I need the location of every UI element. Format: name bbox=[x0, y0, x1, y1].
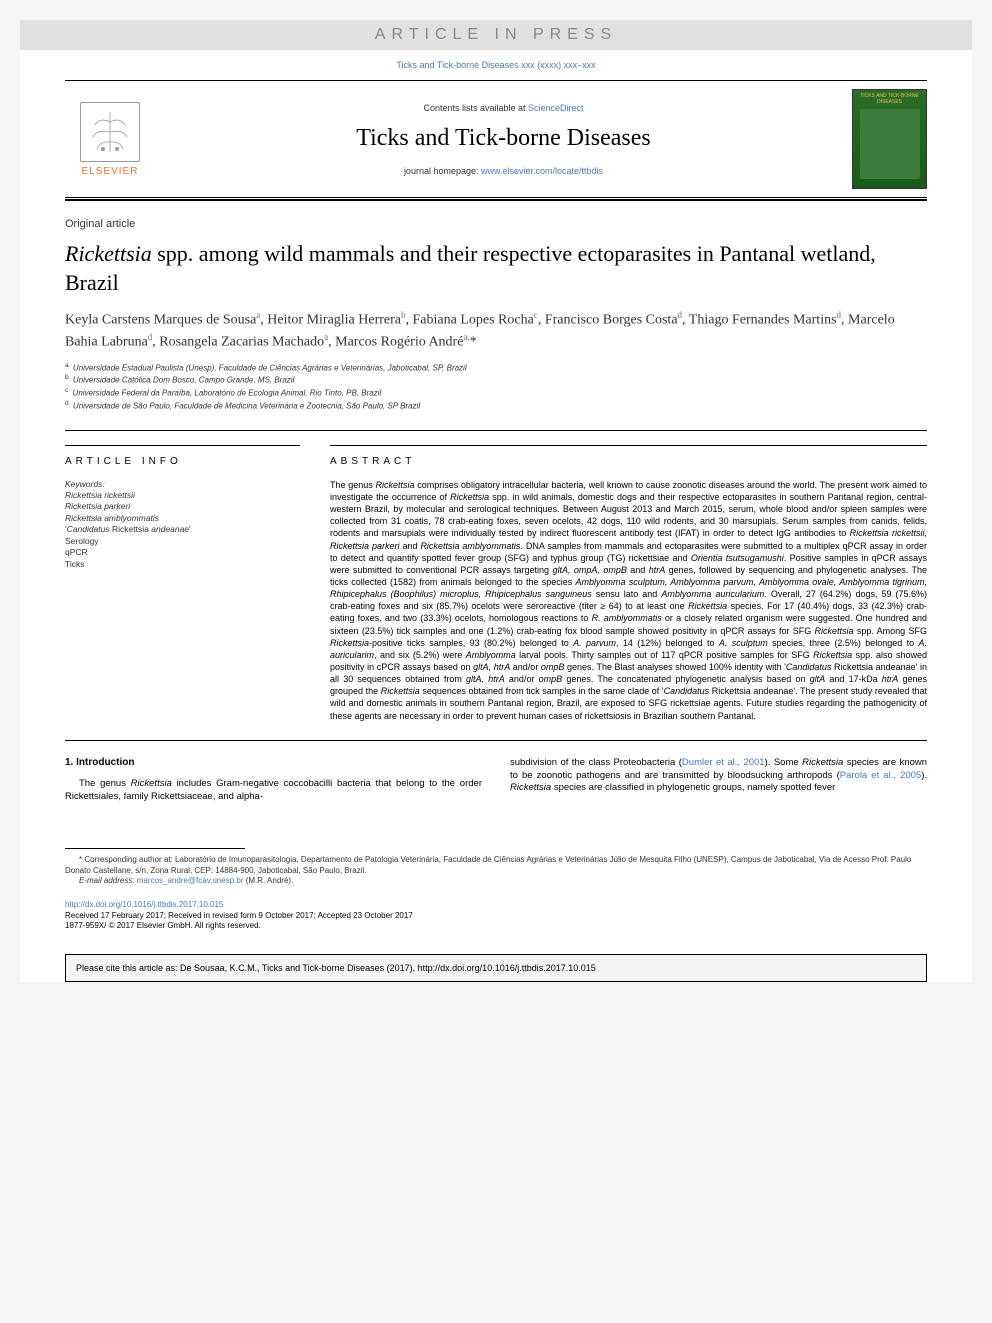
divider-bottom bbox=[65, 740, 927, 741]
elsevier-logo: ELSEVIER bbox=[65, 92, 155, 187]
article-title: Rickettsia spp. among wild mammals and t… bbox=[65, 240, 927, 297]
authors-list: Keyla Carstens Marques de Sousaa, Heitor… bbox=[65, 309, 927, 352]
affiliation-c: c Universidade Federal da Paraíba, Labor… bbox=[65, 386, 927, 399]
cover-title: TICKS AND TICK-BORNE DISEASES bbox=[857, 94, 922, 105]
journal-title: Ticks and Tick-borne Diseases bbox=[155, 125, 852, 152]
divider-top bbox=[65, 430, 927, 431]
received-line: Received 17 February 2017; Received in r… bbox=[65, 911, 413, 920]
keyword: Rickettsia parkeri bbox=[65, 501, 300, 512]
intro-p1: The genus Rickettsia includes Gram-negat… bbox=[65, 778, 482, 804]
copyright-line: 1877-959X/ © 2017 Elsevier GmbH. All rig… bbox=[65, 921, 261, 930]
keyword: Serology bbox=[65, 536, 300, 547]
journal-center: Contents lists available at ScienceDirec… bbox=[155, 103, 852, 176]
keywords-label: Keywords: bbox=[65, 479, 300, 489]
keywords-list: Rickettsia rickettsii Rickettsia parkeri… bbox=[65, 490, 300, 570]
elsevier-text: ELSEVIER bbox=[82, 166, 139, 177]
keyword: Rickettsia rickettsii bbox=[65, 490, 300, 501]
sciencedirect-link[interactable]: ScienceDirect bbox=[528, 103, 584, 113]
citation-box: Please cite this article as: De Sousaa, … bbox=[65, 954, 927, 982]
affiliations: a Universidade Estadual Paulista (Unesp)… bbox=[65, 361, 927, 412]
aip-text: ARTICLE IN PRESS bbox=[375, 26, 617, 43]
homepage-pre: journal homepage: bbox=[404, 166, 481, 176]
email-link[interactable]: marcos_andre@fcav.unesp.br bbox=[137, 876, 244, 885]
article-info-heading: ARTICLE INFO bbox=[65, 445, 300, 467]
footnote-rule bbox=[65, 848, 245, 849]
homepage-link[interactable]: www.elsevier.com/locate/ttbdis bbox=[481, 166, 603, 176]
corresponding-author: * Corresponding author at: Laboratório d… bbox=[65, 855, 927, 876]
intro-p2: subdivision of the class Proteobacteria … bbox=[510, 757, 927, 795]
title-rest: spp. among wild mammals and their respec… bbox=[65, 241, 876, 295]
doi-link[interactable]: http://dx.doi.org/10.1016/j.ttbdis.2017.… bbox=[65, 900, 223, 909]
abstract-heading: ABSTRACT bbox=[330, 445, 927, 467]
journal-header: ELSEVIER Contents lists available at Sci… bbox=[65, 80, 927, 198]
keyword: Rickettsia amblyommatis bbox=[65, 513, 300, 524]
footnotes: * Corresponding author at: Laboratório d… bbox=[20, 855, 972, 886]
keyword: Ticks bbox=[65, 559, 300, 570]
journal-cover-thumbnail: TICKS AND TICK-BORNE DISEASES bbox=[852, 89, 927, 189]
article-in-press-banner: ARTICLE IN PRESS bbox=[20, 20, 972, 50]
doi-block: http://dx.doi.org/10.1016/j.ttbdis.2017.… bbox=[20, 886, 972, 941]
elsevier-tree-icon bbox=[80, 102, 140, 162]
article-type: Original article bbox=[65, 218, 927, 230]
cover-image-icon bbox=[860, 109, 920, 179]
keyword: qPCR bbox=[65, 547, 300, 558]
abstract-text: The genus Rickettsia comprises obligator… bbox=[330, 479, 927, 722]
affiliation-d: d Universidade de São Paulo, Faculdade d… bbox=[65, 399, 927, 412]
running-head: Ticks and Tick-borne Diseases xxx (xxxx)… bbox=[20, 50, 972, 80]
affiliation-b: b Universidade Católica Dom Bosco, Campo… bbox=[65, 373, 927, 386]
affiliation-a: a Universidade Estadual Paulista (Unesp)… bbox=[65, 361, 927, 374]
contents-line: Contents lists available at ScienceDirec… bbox=[155, 103, 852, 113]
intro-heading: 1. Introduction bbox=[65, 757, 482, 768]
title-genus: Rickettsia bbox=[65, 241, 152, 266]
contents-pre: Contents lists available at bbox=[423, 103, 528, 113]
homepage-line: journal homepage: www.elsevier.com/locat… bbox=[155, 166, 852, 176]
email-line: E-mail address: marcos_andre@fcav.unesp.… bbox=[65, 876, 927, 886]
email-label: E-mail address: bbox=[79, 876, 137, 885]
email-after: (M.R. André). bbox=[244, 876, 294, 885]
keyword: 'Candidatus Rickettsia andeanae' bbox=[65, 524, 300, 535]
